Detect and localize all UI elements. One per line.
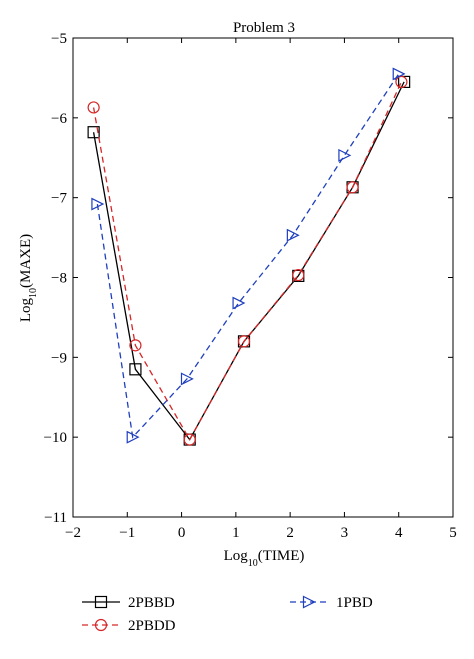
x-tick-label: 0 [178, 525, 186, 541]
x-tick-label: −1 [119, 525, 135, 541]
data-point [398, 75, 411, 89]
data-point [87, 126, 100, 139]
legend-label: 2PBDD [128, 618, 176, 634]
legend-marker [94, 618, 108, 632]
x-tick-label: 4 [395, 525, 403, 541]
x-tick-label: 2 [286, 525, 294, 541]
x-tick-label: 5 [449, 525, 457, 541]
data-point [180, 372, 194, 386]
x-tick-label: −2 [65, 525, 81, 541]
series-1PBD [91, 67, 406, 444]
data-point [126, 430, 140, 444]
y-tick-label: −11 [44, 510, 67, 526]
x-tick-label: 3 [341, 525, 349, 541]
data-point [338, 148, 352, 162]
chart-title: Problem 3 [233, 20, 295, 36]
plot-frame [72, 37, 454, 518]
y-tick-label: −6 [51, 111, 67, 127]
series-2PBDD [87, 75, 408, 446]
y-tick-label: −7 [51, 191, 67, 207]
data-point [91, 197, 105, 211]
y-tick-label: −10 [44, 430, 67, 446]
data-point [237, 335, 251, 348]
data-point [129, 363, 142, 376]
data-point [129, 339, 142, 352]
x-tick-label: 1 [232, 525, 240, 541]
data-point [292, 269, 305, 282]
data-point [232, 296, 246, 310]
y-axis-label: Log10(MAXE) [18, 234, 39, 322]
data-point [346, 181, 359, 194]
legend: 2PBBD 2PBDD 1PBD [82, 595, 373, 634]
legend-marker [302, 595, 316, 609]
data-point [87, 101, 100, 114]
legend-item: 2PBDD [82, 618, 176, 634]
legend-label: 2PBBD [128, 595, 175, 611]
y-tick-label: −5 [51, 31, 67, 47]
series-line [92, 81, 402, 441]
legend-item: 2PBBD [82, 595, 175, 611]
series-2PBBD [87, 75, 411, 446]
data-point [395, 75, 408, 89]
legend-item: 1PBD [290, 595, 373, 611]
legend-label: 1PBD [336, 595, 373, 611]
x-axis-label: Log10(TIME) [224, 548, 305, 569]
legend-marker [94, 595, 108, 609]
data-point [286, 228, 300, 242]
y-tick-label: −9 [51, 350, 67, 366]
data-point [392, 67, 406, 81]
y-tick-label: −8 [51, 271, 67, 287]
series-line [96, 73, 400, 439]
data-point [183, 433, 196, 446]
